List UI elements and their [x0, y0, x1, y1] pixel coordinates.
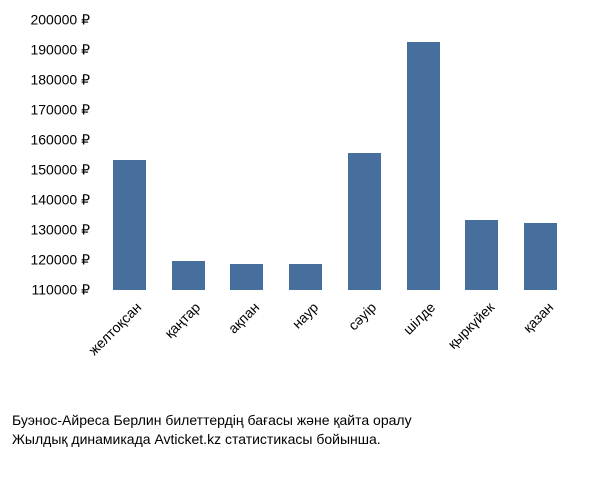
y-tick-label: 130000 ₽: [30, 222, 90, 239]
caption-line-1: Буэнос-Айреса Берлин билеттердің бағасы …: [12, 411, 588, 431]
bar: [465, 220, 498, 290]
bar: [230, 264, 263, 290]
y-tick-label: 180000 ₽: [30, 72, 90, 89]
bar-chart: 110000 ₽ 120000 ₽ 130000 ₽ 140000 ₽ 150000 ₽…: [10, 20, 590, 360]
x-tick-label: қаңтар: [161, 299, 203, 341]
x-tick-label: желтоқсан: [86, 299, 145, 358]
y-tick-label: 160000 ₽: [30, 132, 90, 149]
x-tick-label: қыркүйек: [444, 299, 497, 352]
y-tick-label: 140000 ₽: [30, 192, 90, 209]
x-tick-label: ақпан: [225, 299, 262, 336]
caption-line-2: Жылдық динамикада Avticket.kz статистика…: [12, 430, 588, 450]
y-tick-label: 110000 ₽: [32, 282, 90, 299]
bar: [524, 223, 557, 290]
bar: [348, 153, 381, 290]
bar: [289, 264, 322, 290]
bar: [172, 261, 205, 290]
chart-caption: Буэнос-Айреса Берлин билеттердің бағасы …: [12, 411, 588, 450]
y-tick-label: 120000 ₽: [30, 252, 90, 269]
x-tick-label: шілде: [400, 299, 439, 338]
bar: [113, 160, 146, 291]
y-tick-label: 150000 ₽: [30, 162, 90, 179]
y-tick-label: 170000 ₽: [30, 102, 90, 119]
y-tick-label: 190000 ₽: [30, 42, 90, 59]
y-axis: 110000 ₽120000 ₽130000 ₽140000 ₽150000 ₽…: [10, 20, 100, 290]
bar: [407, 42, 440, 290]
x-tick-label: сәуір: [345, 299, 379, 333]
plot-area: [100, 20, 570, 290]
x-axis: желтоқсанқаңтарақпаннаурсәуіршілдеқыркүй…: [100, 295, 570, 365]
x-tick-label: наур: [288, 299, 321, 332]
y-tick-label: 200000 ₽: [30, 12, 90, 29]
x-tick-label: қазан: [519, 299, 556, 336]
